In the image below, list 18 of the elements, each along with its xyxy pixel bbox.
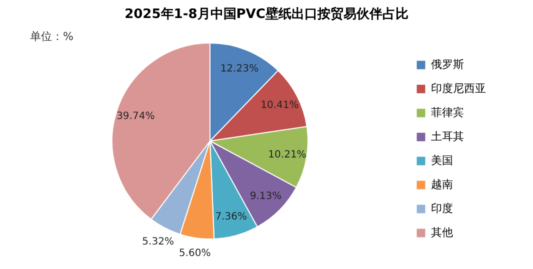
chart-title: 2025年1-8月中国PVC壁纸出口按贸易伙伴占比 bbox=[124, 6, 408, 22]
legend-label: 其他 bbox=[431, 226, 453, 239]
legend-label: 美国 bbox=[431, 154, 453, 167]
legend-label: 印度 bbox=[431, 202, 453, 215]
data-label: 10.41% bbox=[260, 100, 299, 112]
data-label: 9.13% bbox=[250, 191, 282, 202]
data-label: 7.36% bbox=[215, 212, 248, 223]
legend-label: 土耳其 bbox=[431, 130, 464, 143]
data-label: 5.60% bbox=[178, 248, 211, 259]
data-label: 5.32% bbox=[142, 236, 174, 248]
legend-label: 菲律宾 bbox=[431, 106, 464, 119]
legend-label: 印度尼西亚 bbox=[431, 82, 486, 95]
text: 单位：% bbox=[30, 30, 74, 43]
data-label: 12.23% bbox=[220, 63, 258, 74]
data-label: 10.21% bbox=[268, 149, 306, 160]
legend-label: 越南 bbox=[431, 178, 453, 191]
data-label: 39.74% bbox=[116, 111, 155, 122]
legend-label: 俄罗斯 bbox=[431, 58, 464, 71]
